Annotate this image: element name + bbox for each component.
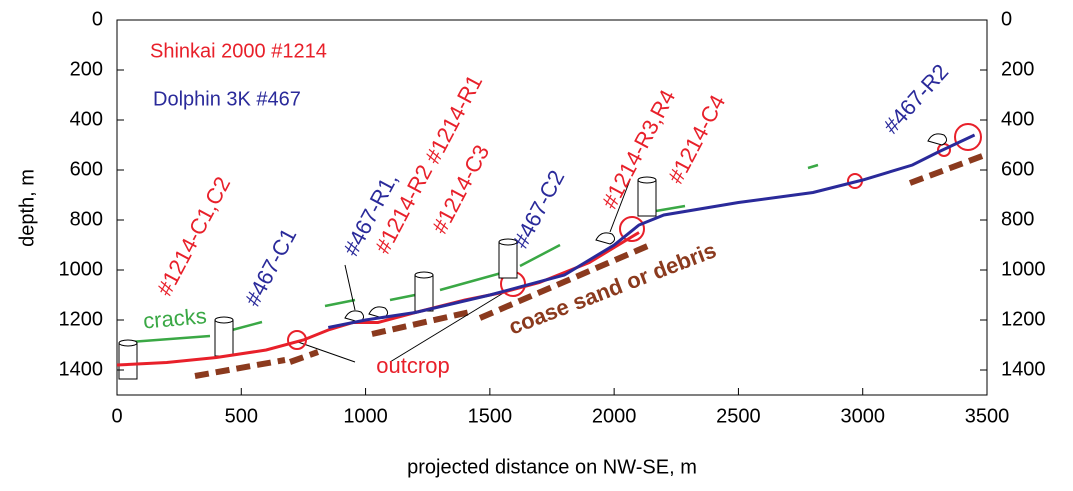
y-tick-label: 200 (70, 58, 103, 80)
x-tick-label: 2000 (592, 405, 637, 427)
y2-tick-label: 1400 (1001, 358, 1046, 380)
x-axis-label: projected distance on NW-SE, m (407, 456, 697, 478)
y2-tick-label: 1000 (1001, 258, 1046, 280)
y2-tick-label: 800 (1001, 208, 1034, 230)
annotation: cracks (142, 303, 207, 333)
y2-tick-label: 1200 (1001, 308, 1046, 330)
annotation: #467-R2 (878, 59, 953, 138)
y2-tick-label: 0 (1001, 8, 1012, 30)
plot-frame (116, 19, 988, 396)
x-tick-label: 2500 (716, 405, 761, 427)
x-tick-label: 500 (225, 405, 258, 427)
x-tick-label: 3000 (840, 405, 885, 427)
y-tick-label: 400 (70, 108, 103, 130)
x-tick-label: 1500 (468, 405, 513, 427)
legend-label: Dolphin 3K #467 (153, 88, 301, 110)
y-axis-label: depth, m (16, 169, 38, 247)
decor (118, 123, 987, 380)
annotation: coase sand or debris (505, 237, 719, 339)
series-line (327, 133, 976, 329)
y-tick-label: 0 (92, 8, 103, 30)
annotation: outcrop (376, 353, 449, 378)
y2-tick-label: 600 (1001, 158, 1034, 180)
y-tick-label: 1000 (59, 258, 104, 280)
y-tick-label: 1200 (59, 308, 104, 330)
y-tick-label: 1400 (59, 358, 104, 380)
legend-label: Shinkai 2000 #1214 (150, 40, 327, 62)
annotation: #1214-C1,C2 (152, 173, 236, 300)
x-tick-label: 3500 (965, 405, 1010, 427)
x-tick-label: 1000 (343, 405, 388, 427)
annotation: #467-C2 (508, 166, 570, 252)
annotation: #467-C1 (240, 224, 302, 310)
x-tick-label: 0 (111, 405, 122, 427)
y-tick-label: 800 (70, 208, 103, 230)
y2-tick-label: 400 (1001, 108, 1034, 130)
y2-tick-label: 200 (1001, 58, 1034, 80)
y-tick-label: 600 (70, 158, 103, 180)
